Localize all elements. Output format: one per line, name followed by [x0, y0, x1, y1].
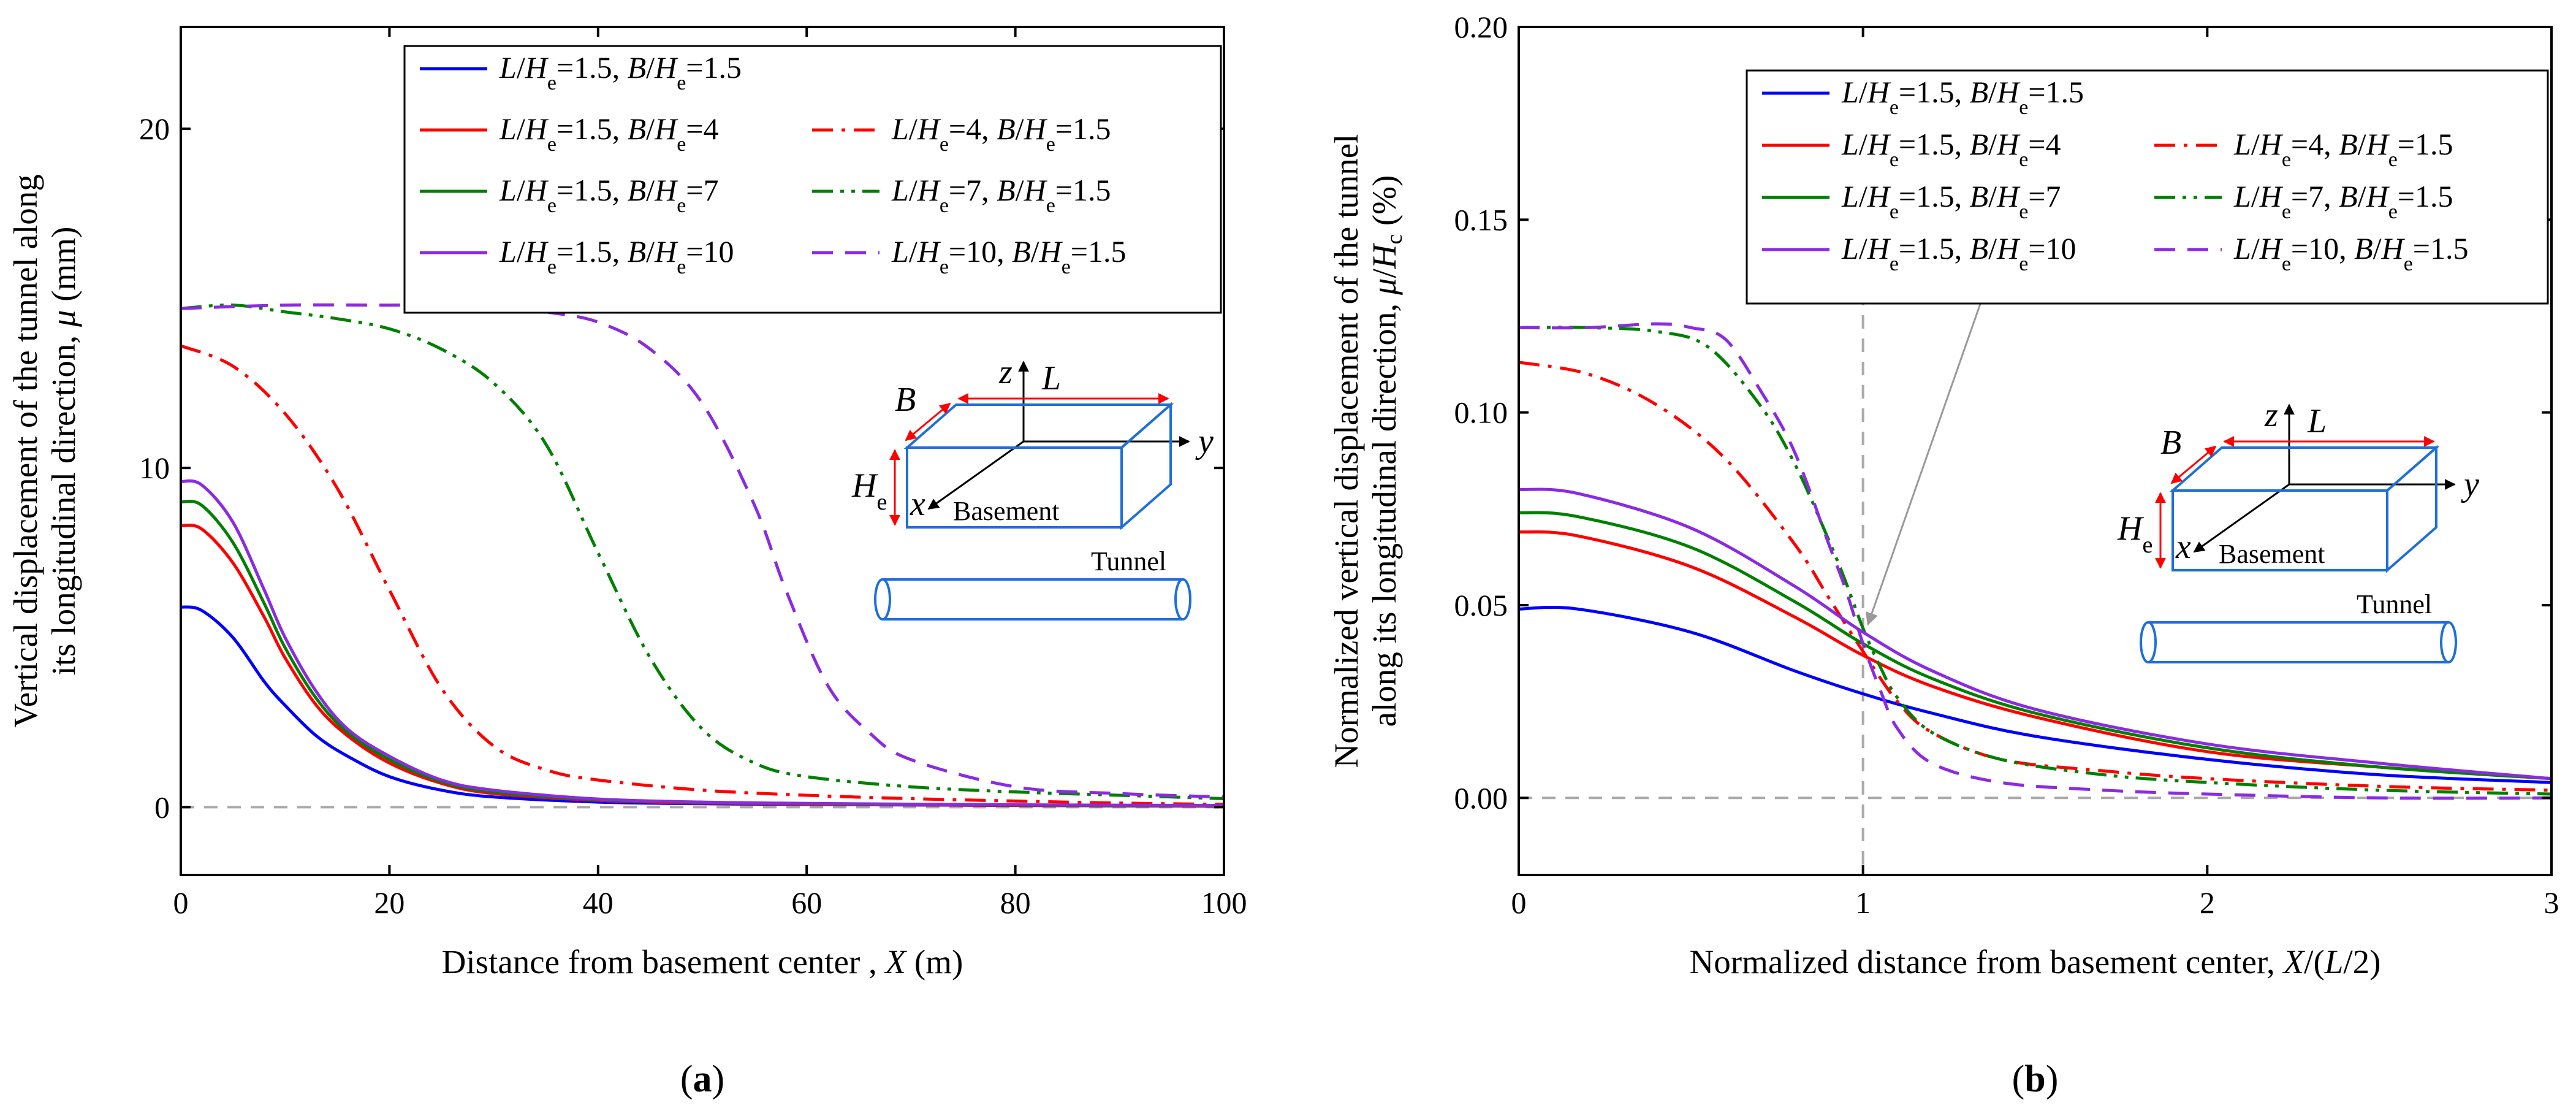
x-tick-label: 80: [1000, 885, 1031, 920]
x-tick-label: 60: [791, 885, 822, 920]
x-tick-label: 1: [1855, 885, 1871, 920]
series-lines: [181, 303, 1224, 808]
series-line-4: [1519, 511, 2551, 781]
x-axis-arrow: [2193, 483, 2290, 553]
series-line-3: [1519, 361, 2551, 792]
series-line-3: [181, 344, 1224, 806]
dimension-He-label: He: [851, 467, 887, 515]
tunnel-end-left: [874, 578, 891, 621]
series-lines: [1519, 322, 2551, 800]
x-tick-label: 0: [173, 885, 189, 920]
basement-label: Basement: [953, 496, 1060, 526]
x-tick-label: 20: [374, 885, 405, 920]
legend-box: [1746, 69, 2549, 305]
legend-label-2: L/He=1.5, B/He=4: [499, 112, 718, 156]
series-line-2: [1519, 530, 2551, 781]
series-line-1: [181, 605, 1224, 808]
y-tick-label: 0.15: [1454, 202, 1508, 237]
annotation-arrow: [1866, 253, 1999, 626]
axis-x-label: x: [910, 485, 925, 523]
basement-box-side: [2386, 445, 2437, 573]
x-axis-label: Normalized distance from basement center…: [1690, 943, 2381, 980]
legend-label-7: L/He=10, B/He=1.5: [891, 234, 1126, 278]
tunnel-body: [883, 578, 1183, 621]
y-tick-label: 0.20: [1454, 10, 1508, 44]
series-line-4: [181, 499, 1224, 808]
series-line-6: [1519, 487, 2551, 781]
dimension-He-label: He: [2117, 510, 2152, 558]
tunnel-body: [2148, 621, 2449, 663]
tunnel-label: Tunnel: [1091, 546, 1166, 576]
panel-label: (a): [680, 1058, 724, 1100]
x-tick-label: 3: [2544, 885, 2559, 920]
x-tick-label: 2: [2200, 885, 2215, 920]
legend-label-4: L/He=1.5, B/He=7: [1841, 179, 2061, 223]
y-axis-label-line1: Vertical displacement of the tunnel alon…: [7, 174, 44, 728]
x-tick-label: 40: [583, 885, 614, 920]
legend-box: [403, 45, 1222, 314]
dimension-L-label: L: [2307, 402, 2327, 440]
y-tick-label: 0.00: [1454, 781, 1508, 815]
dimension-L-label: L: [1041, 359, 1061, 397]
y-tick-label: 0.05: [1454, 588, 1508, 622]
tunnel-label: Tunnel: [2357, 589, 2432, 619]
tunnel-end-left: [2140, 621, 2157, 663]
chart-panel-a: 0 20 40 60 80 100 0 10 20 Distance from basement …: [7, 26, 1247, 1100]
series-line-7: [1519, 322, 2551, 800]
y-axis-label-line2: its longitudinal direction, μ (mm): [45, 227, 82, 676]
width-dimension-arrow: [905, 402, 951, 441]
legend-label-5: L/He=7, B/He=1.5: [2233, 179, 2453, 223]
legend-label-7: L/He=10, B/He=1.5: [2233, 231, 2468, 275]
legend-label-3: L/He=4, B/He=1.5: [891, 112, 1111, 156]
series-line-1: [1519, 605, 2551, 784]
legend-label-1: L/He=1.5, B/He=1.5: [1841, 75, 2084, 119]
tunnel-end-right: [2440, 621, 2457, 663]
y-tick-label: 10: [139, 451, 170, 485]
x-axis-arrow: [927, 440, 1024, 510]
series-line-6: [181, 479, 1224, 808]
panel-label: (b): [2012, 1058, 2059, 1100]
chart-panel-b: Diaphragm wall01230.000.050.100.150.20No…: [1328, 10, 2559, 1100]
axis-y-label: y: [2461, 465, 2479, 503]
legend: L/He=1.5, B/He=1.5 L/He=1.5, B/He=4 L/He=4…: [403, 45, 1222, 314]
y-axis-label-line2: along its longitudinal direction, μ/Hc (…: [1366, 175, 1407, 727]
series-line-5: [181, 304, 1224, 800]
axis-y-label: y: [1195, 422, 1214, 460]
plot-frame: [180, 26, 1225, 876]
legend-label-6: L/He=1.5, B/He=10: [1841, 231, 2076, 275]
y-tick-label: 0.10: [1454, 395, 1508, 430]
legend-label-6: L/He=1.5, B/He=10: [499, 234, 734, 278]
axis-z-label: z: [998, 353, 1013, 391]
x-axis-label: Distance from basement center , X (m): [442, 943, 963, 980]
basement-box-side: [1120, 402, 1172, 530]
y-tick-label: 20: [139, 112, 170, 146]
legend-label-4: L/He=1.5, B/He=7: [499, 173, 718, 217]
y-tick-label: 0: [154, 790, 170, 824]
plot-frame: [1518, 26, 2553, 876]
dimension-B-label: B: [2160, 424, 2181, 462]
x-tick-label: 100: [1201, 885, 1247, 920]
width-dimension-arrow: [2170, 445, 2217, 484]
tunnel-end-right: [1174, 578, 1191, 621]
series-line-2: [181, 524, 1224, 808]
legend-label-1: L/He=1.5, B/He=1.5: [499, 50, 742, 94]
legend-label-2: L/He=1.5, B/He=4: [1841, 127, 2061, 171]
schematic-inset: z y x B L He Basement Tunnel: [2117, 396, 2479, 663]
axis-x-label: x: [2175, 528, 2191, 566]
axis-z-label: z: [2264, 396, 2278, 434]
x-tick-label: 0: [1511, 885, 1527, 920]
basement-label: Basement: [2219, 539, 2325, 569]
legend: L/He=1.5, B/He=1.5 L/He=1.5, B/He=4 L/He=4…: [1746, 69, 2549, 305]
legend-label-3: L/He=4, B/He=1.5: [2233, 127, 2453, 171]
schematic-inset: z y x B L He Basement Tunnel: [851, 353, 1214, 621]
y-axis-label-line1: Normalized vertical displacement of the …: [1328, 134, 1365, 768]
dimension-B-label: B: [895, 381, 916, 419]
legend-label-5: L/He=7, B/He=1.5: [891, 173, 1111, 217]
